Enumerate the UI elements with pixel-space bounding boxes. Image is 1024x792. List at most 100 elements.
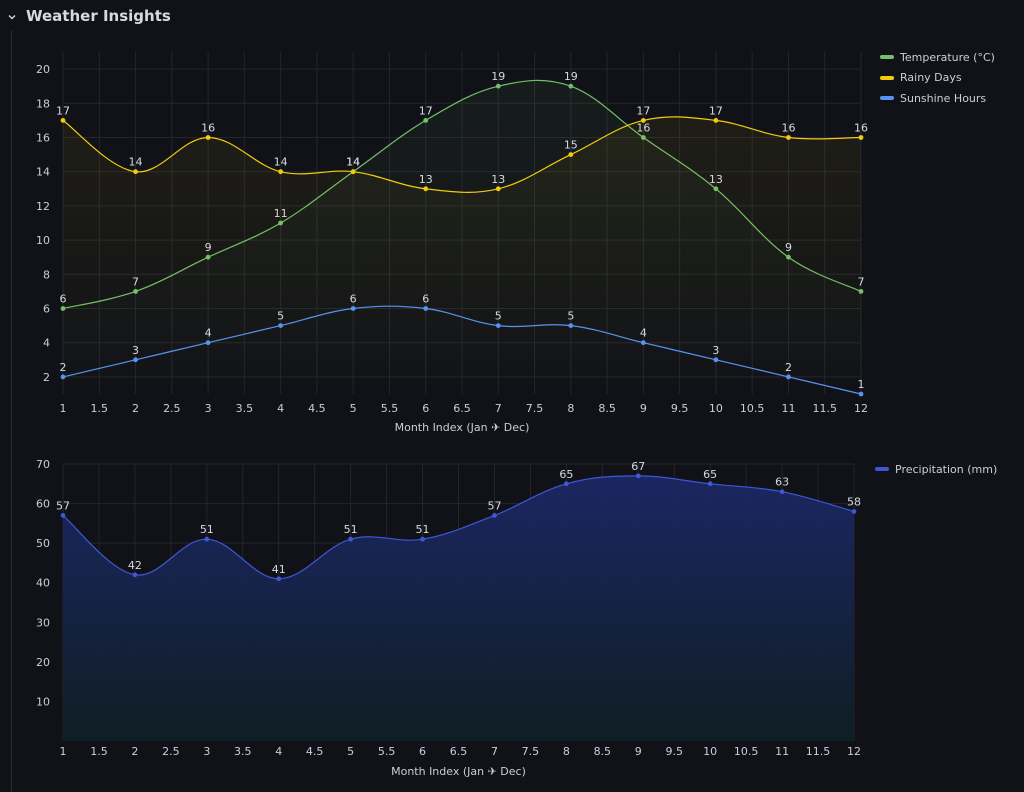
data-point	[133, 169, 138, 175]
data-point	[132, 572, 138, 578]
legend-label: Rainy Days	[900, 71, 962, 85]
data-point	[495, 186, 501, 192]
data-point	[350, 169, 356, 175]
data-point	[278, 323, 284, 328]
legend-item[interactable]: Temperature (°C)	[880, 47, 995, 68]
series-line	[62, 305, 862, 395]
data-point	[635, 473, 641, 479]
data-point	[568, 152, 574, 158]
x-tick-label: 11	[775, 745, 789, 758]
data-label: 19	[564, 70, 578, 83]
legend-item[interactable]: Sunshine Hours	[880, 88, 995, 109]
x-tick-label: 3.5	[234, 745, 252, 758]
data-label: 2	[785, 361, 792, 374]
data-point	[278, 169, 284, 175]
data-point	[495, 83, 501, 89]
data-point	[492, 513, 497, 518]
data-label: 17	[56, 104, 70, 117]
data-label: 63	[775, 476, 789, 489]
x-tick-label: 8	[567, 402, 574, 415]
x-tick-label: 3	[205, 402, 212, 415]
y-tick-label: 70	[36, 458, 50, 471]
legend-label: Precipitation (mm)	[895, 462, 998, 476]
data-label: 14	[274, 156, 288, 169]
y-tick-label: 16	[36, 132, 50, 145]
data-label: 57	[487, 499, 501, 512]
x-tick-label: 6	[419, 745, 426, 758]
data-label: 16	[854, 122, 868, 135]
data-label: 41	[272, 563, 286, 576]
x-tick-label: 2	[132, 402, 139, 415]
legend-swatch	[875, 467, 889, 472]
data-point	[133, 357, 138, 363]
data-label: 1	[858, 378, 865, 391]
legend-chart-1: Temperature (°C) Rainy Days Sunshine Hours	[880, 47, 995, 109]
x-tick-label: 9.5	[665, 745, 683, 758]
x-tick-label: 4	[277, 402, 284, 415]
data-point	[350, 306, 356, 311]
x-tick-label: 1.5	[90, 745, 108, 758]
x-tick-label: 5.5	[378, 745, 396, 758]
data-label: 57	[56, 499, 70, 512]
x-tick-label: 3	[203, 745, 210, 758]
x-tick-label: 8.5	[594, 745, 612, 758]
x-tick-label: 7.5	[526, 402, 544, 415]
row-header[interactable]: Weather Insights	[0, 0, 1024, 34]
x-tick-label: 2.5	[162, 745, 180, 758]
chevron-down-icon[interactable]	[6, 11, 18, 23]
legend-label: Temperature (°C)	[900, 50, 995, 64]
x-tick-label: 4.5	[308, 402, 326, 415]
y-tick-label: 6	[43, 303, 50, 316]
x-tick-label: 9	[640, 402, 647, 415]
x-tick-label: 11	[781, 402, 795, 415]
x-axis-label: Month Index (Jan ✈ Dec)	[395, 421, 530, 434]
x-tick-label: 2	[131, 745, 138, 758]
data-label: 5	[495, 310, 502, 323]
x-tick-label: 1.5	[91, 402, 109, 415]
data-point	[858, 135, 864, 140]
data-label: 4	[205, 327, 212, 340]
data-point	[348, 536, 354, 542]
x-tick-label: 11.5	[812, 402, 837, 415]
x-tick-label: 6.5	[450, 745, 468, 758]
y-tick-label: 12	[36, 200, 50, 213]
data-label: 4	[640, 327, 647, 340]
data-point	[713, 118, 719, 123]
x-tick-label: 8.5	[598, 402, 616, 415]
legend-item[interactable]: Precipitation (mm)	[875, 459, 997, 480]
x-tick-label: 6.5	[453, 402, 471, 415]
y-tick-label: 18	[36, 97, 50, 110]
data-label: 15	[564, 139, 578, 152]
data-point	[495, 323, 501, 328]
x-tick-label: 11.5	[806, 745, 831, 758]
y-tick-label: 4	[43, 337, 50, 350]
x-tick-label: 10.5	[734, 745, 759, 758]
x-tick-label: 10	[709, 402, 723, 415]
data-point	[563, 481, 569, 487]
data-point	[568, 323, 574, 328]
x-tick-label: 10.5	[740, 402, 765, 415]
series-area	[63, 116, 861, 395]
data-point	[423, 118, 429, 123]
legend-swatch	[880, 96, 894, 101]
row-divider	[11, 30, 12, 792]
data-point	[60, 374, 66, 380]
data-label: 42	[128, 559, 142, 572]
data-point	[205, 135, 211, 140]
data-label: 17	[636, 104, 650, 117]
data-point	[786, 374, 791, 380]
legend-item[interactable]: Rainy Days	[880, 68, 995, 89]
data-point	[779, 489, 785, 495]
x-tick-label: 4.5	[306, 745, 324, 758]
x-tick-label: 9	[635, 745, 642, 758]
x-tick-label: 3.5	[236, 402, 254, 415]
x-tick-label: 5	[350, 402, 357, 415]
legend-swatch	[880, 55, 894, 60]
legend-swatch	[880, 75, 894, 80]
data-label: 67	[631, 460, 645, 473]
y-tick-label: 50	[36, 537, 50, 550]
data-label: 51	[200, 523, 214, 536]
data-label: 6	[422, 293, 429, 306]
data-label: 3	[132, 344, 139, 357]
